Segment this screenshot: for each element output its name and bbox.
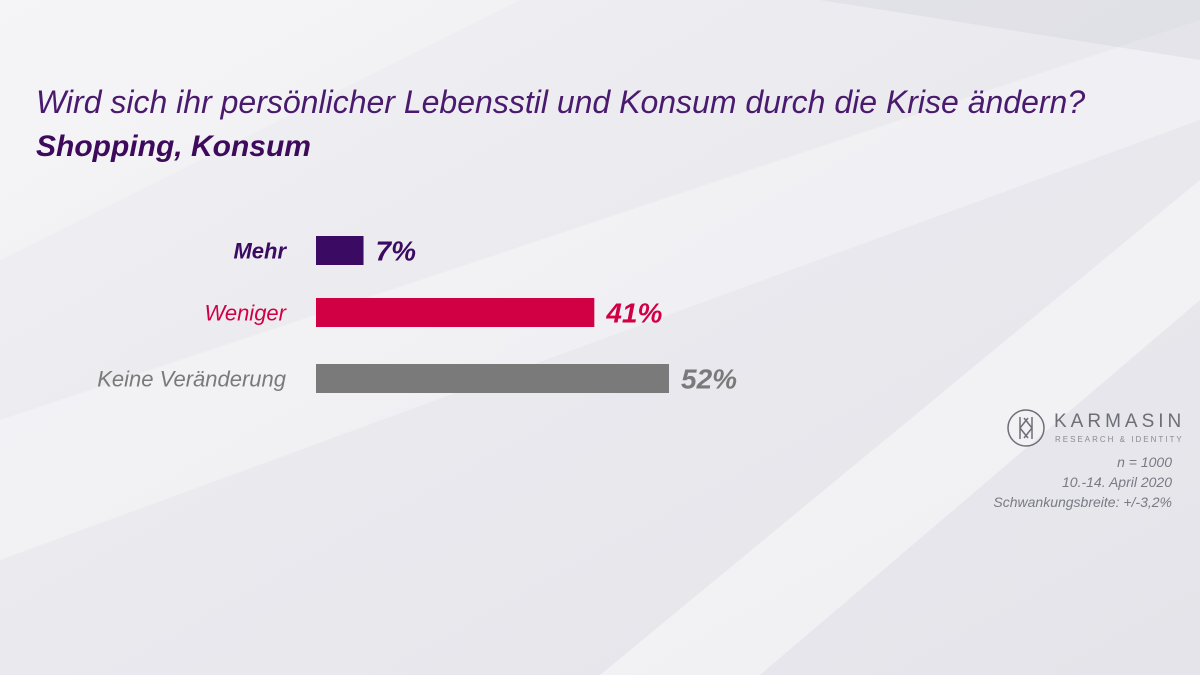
logo-name: KARMASIN	[1054, 411, 1186, 432]
sample-size: n = 1000	[1117, 454, 1172, 470]
value-label-mehr: 7%	[376, 236, 417, 267]
karmasin-logo-icon	[1007, 409, 1045, 447]
chart-title: Wird sich ihr persönlicher Lebensstil un…	[36, 84, 1086, 120]
category-label-keine-ver-nderung: Keine Veränderung	[97, 367, 287, 392]
logo-tagline: RESEARCH & IDENTITY	[1055, 435, 1184, 444]
category-label-weniger: Weniger	[204, 301, 287, 326]
category-label-mehr: Mehr	[233, 239, 287, 264]
value-label-weniger: 41%	[605, 298, 662, 329]
bar-weniger	[316, 298, 595, 327]
karmasin-logo: KARMASIN RESEARCH & IDENTITY	[1006, 408, 1182, 448]
survey-period: 10.-14. April 2020	[1062, 474, 1172, 490]
margin-of-error: Schwankungsbreite: +/-3,2%	[993, 494, 1172, 510]
chart-subtitle: Shopping, Konsum	[36, 130, 311, 163]
value-label-keine-ver-nderung: 52%	[681, 364, 737, 395]
bar-keine-ver-nderung	[316, 364, 669, 393]
bar-mehr	[316, 236, 364, 265]
